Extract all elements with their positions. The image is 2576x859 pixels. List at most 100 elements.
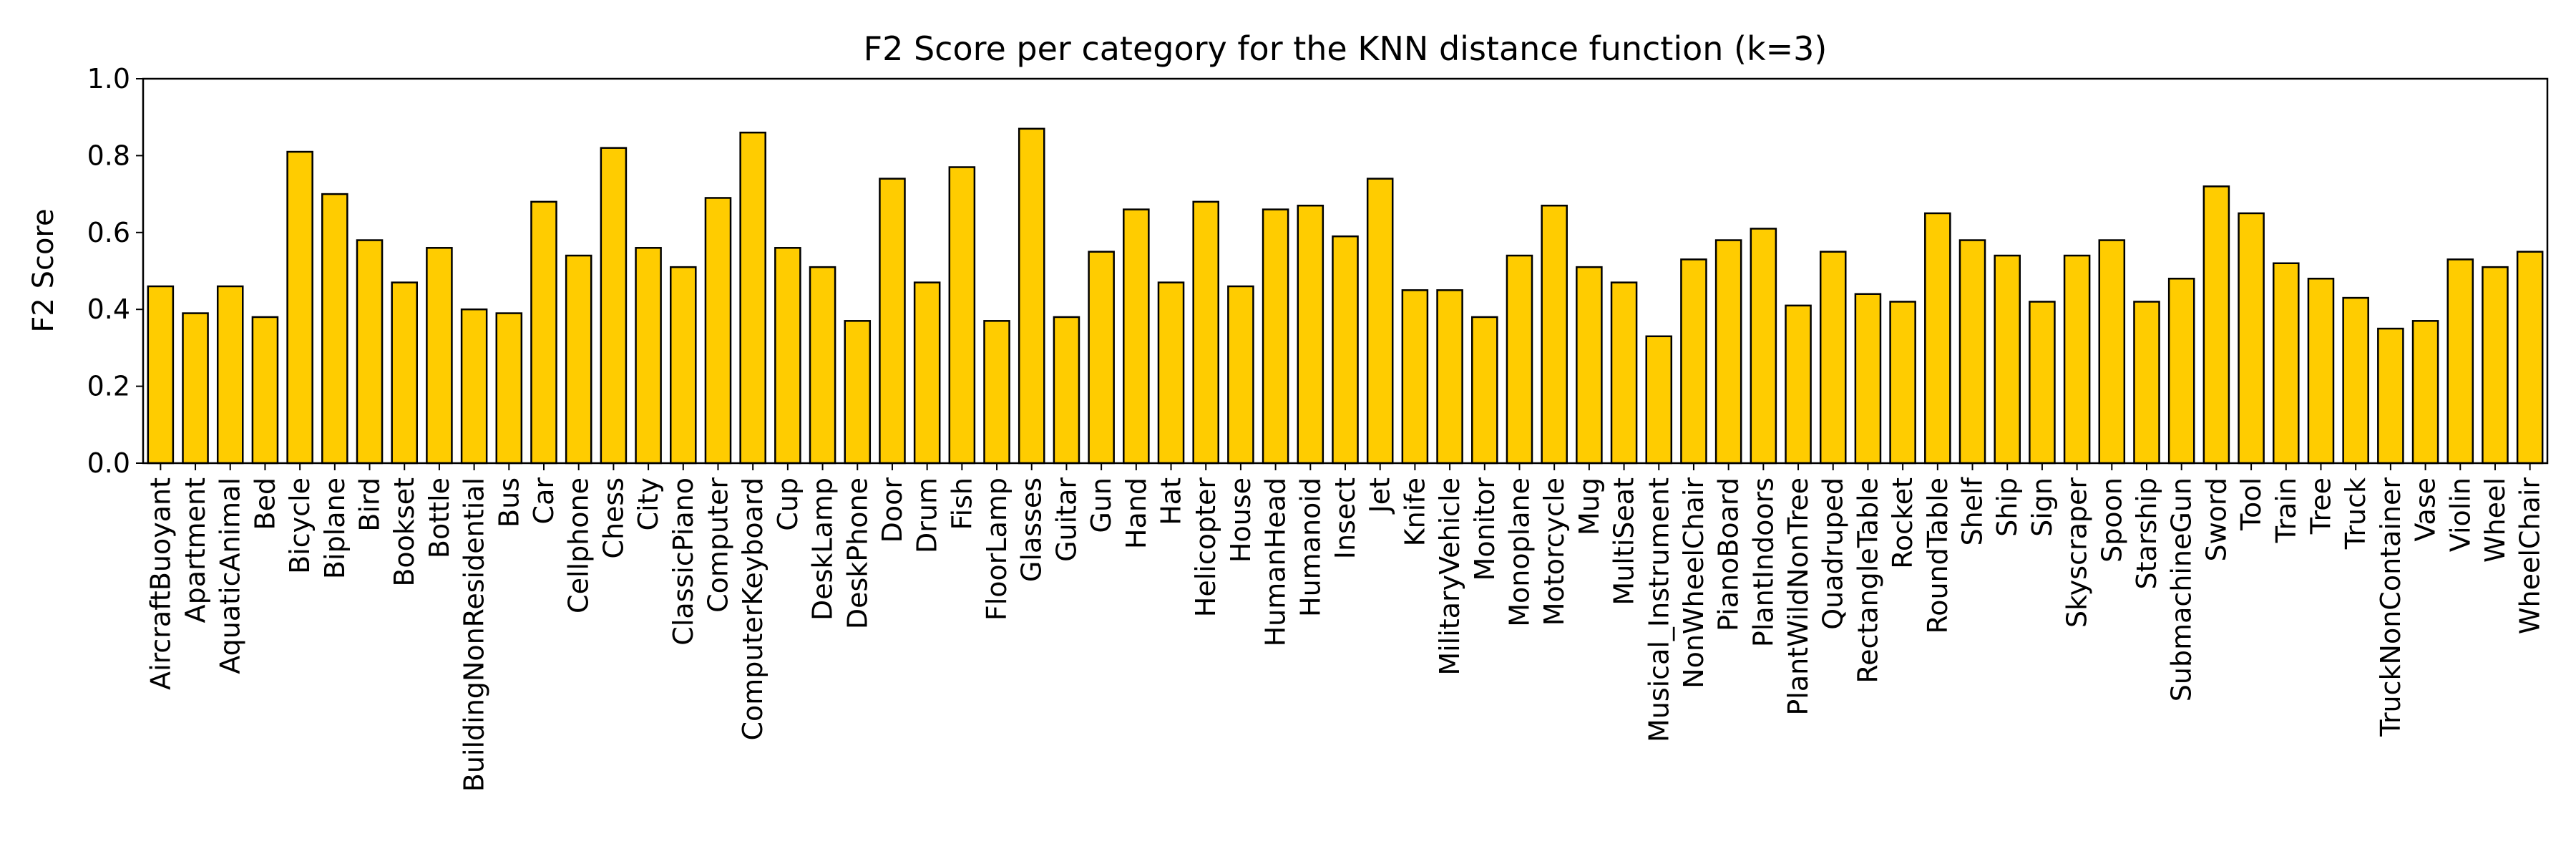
bar-Glasses (1018, 127, 1045, 465)
bar-AquaticAnimal (216, 285, 244, 465)
bar-Biplane (321, 193, 348, 465)
x-tick-label: Vase (2410, 477, 2441, 542)
bar-Sword (2202, 185, 2230, 465)
bar-Sign (2029, 301, 2056, 465)
bar-Monitor (1471, 316, 1498, 465)
bar-Tool (2238, 212, 2265, 465)
bar-Bottle (426, 247, 453, 465)
x-axis-ticks: AircraftBuoyant Apartment AquaticAnimal Bed… (145, 463, 2546, 792)
bar-PlantIndoors (1750, 228, 1777, 465)
bar-Shelf (1958, 239, 1986, 465)
bar-Truck (2342, 296, 2369, 465)
bar-Bicycle (286, 150, 313, 465)
bars-group (147, 127, 2544, 465)
x-tick-label: Quadruped (1818, 477, 1849, 630)
bar-Computer (704, 197, 732, 465)
bar-ComputerKeyboard (739, 131, 766, 465)
x-tick-label: Spoon (2096, 477, 2127, 563)
bar-Violin (2446, 258, 2474, 465)
x-tick-label: Bus (493, 477, 525, 528)
x-tick-label: Sword (2200, 477, 2232, 562)
x-tick-label: TruckNonContainer (2375, 477, 2406, 737)
bar-WheelChair (2516, 251, 2544, 465)
bar-Vase (2411, 320, 2439, 465)
bar-FloorLamp (983, 320, 1010, 465)
bar-Gun (1088, 251, 1115, 465)
bar-Skyscraper (2063, 254, 2091, 465)
bar-Apartment (182, 312, 209, 465)
x-tick-label: Skyscraper (2062, 477, 2093, 628)
bar-Wheel (2482, 266, 2509, 465)
bar-Hand (1123, 208, 1150, 465)
x-tick-label: PlantIndoors (1747, 477, 1779, 647)
bar-TruckNonContainer (2377, 327, 2404, 465)
x-tick-label: Starship (2131, 477, 2162, 590)
x-tick-label: Monitor (1469, 477, 1501, 581)
y-tick-label: 1.0 (87, 63, 130, 94)
x-tick-label: Truck (2340, 477, 2371, 550)
y-tick-label: 0.2 (87, 371, 130, 402)
y-tick-label: 0.0 (87, 447, 130, 479)
bar-HumanHead (1262, 208, 1289, 465)
bar-Helicopter (1192, 200, 1219, 465)
bar-DeskLamp (809, 266, 836, 465)
bar-Motorcycle (1541, 204, 1568, 465)
x-tick-label: Hand (1121, 477, 1152, 549)
x-tick-label: Cellphone (563, 477, 595, 613)
bar-Hat (1157, 281, 1185, 465)
bar-ClassicPiano (670, 266, 697, 465)
x-tick-label: FloorLamp (981, 477, 1013, 621)
x-tick-label: SubmachineGun (2166, 477, 2197, 702)
x-tick-label: Insect (1330, 477, 1361, 559)
bar-Cup (774, 247, 801, 465)
x-tick-label: ClassicPiano (668, 477, 699, 646)
y-tick-label: 0.6 (87, 217, 130, 248)
x-tick-label: Gun (1085, 477, 1117, 533)
x-tick-label: Shelf (1957, 476, 1989, 545)
y-axis-label: F2 Score (27, 208, 60, 332)
bar-Starship (2133, 301, 2160, 465)
x-tick-label: Drum (912, 477, 943, 553)
x-tick-label: Musical_Instrument (1643, 477, 1674, 742)
x-tick-label: HumanHead (1260, 477, 1292, 646)
bar-House (1227, 285, 1254, 465)
x-tick-label: Bookset (389, 477, 420, 587)
x-tick-label: Humanoid (1294, 477, 1326, 617)
bar-Insect (1332, 235, 1359, 465)
x-tick-label: Monoplane (1503, 477, 1535, 627)
x-tick-label: Hat (1156, 477, 1187, 525)
y-tick-label: 0.8 (87, 140, 130, 171)
x-tick-label: BuildingNonResidential (459, 477, 490, 792)
x-tick-label: Rocket (1887, 477, 1918, 569)
bar-Train (2273, 262, 2300, 465)
y-axis-ticks: 0.0 0.2 0.4 0.6 0.8 1.0 (87, 63, 143, 479)
x-tick-label: MilitaryVehicle (1434, 477, 1465, 676)
bar-Rocket (1889, 301, 1916, 465)
bar-City (635, 247, 662, 465)
x-tick-label: PianoBoard (1713, 477, 1745, 631)
x-tick-label: Bottle (424, 477, 455, 558)
bar-Bus (495, 312, 523, 465)
y-tick-label: 0.4 (87, 293, 130, 325)
x-tick-label: DeskLamp (807, 477, 839, 621)
bar-Tree (2307, 277, 2335, 465)
bar-Monoplane (1506, 254, 1533, 465)
bar-Knife (1401, 289, 1429, 465)
x-tick-label: Chess (597, 477, 629, 559)
x-tick-label: Sign (2026, 477, 2058, 537)
plot-frame (142, 77, 2549, 465)
x-tick-label: Jet (1365, 477, 1396, 515)
x-tick-label: Car (528, 477, 560, 525)
x-tick-label: Guitar (1050, 477, 1082, 562)
bar-Fish (948, 166, 976, 465)
x-tick-label: RoundTable (1922, 477, 1953, 634)
x-tick-label: Fish (946, 477, 977, 530)
bar-Bed (251, 316, 279, 465)
bar-Jet (1366, 178, 1394, 465)
bar-MultiSeat (1610, 281, 1638, 465)
x-tick-label: Tree (2305, 477, 2336, 535)
x-tick-label: Glasses (1016, 477, 1048, 582)
x-tick-label: Biplane (319, 477, 351, 579)
x-tick-label: Mug (1574, 477, 1605, 535)
